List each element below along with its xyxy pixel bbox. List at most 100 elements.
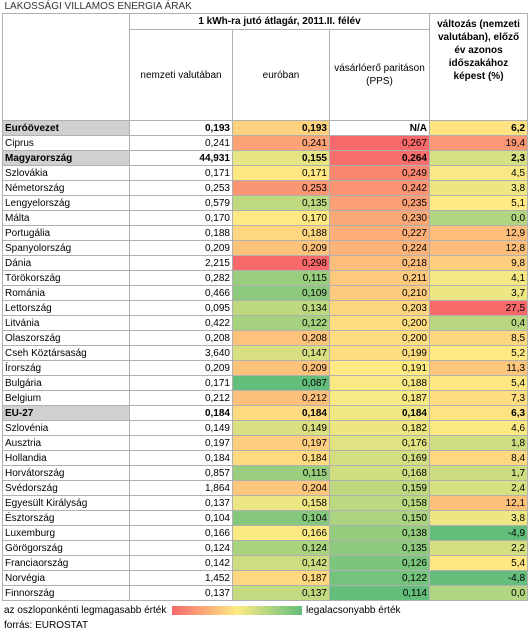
cell: 0,150 bbox=[329, 510, 430, 526]
cell: 0,253 bbox=[232, 180, 330, 196]
cell: 2,4 bbox=[428, 480, 528, 496]
cell: Finnország bbox=[2, 585, 130, 601]
cell: 0,166 bbox=[232, 525, 330, 541]
table-row: Bulgária 0,171 0,087 0,188 5,4 bbox=[2, 375, 528, 391]
cell: 0,209 bbox=[129, 360, 233, 376]
cell: 0,114 bbox=[329, 585, 430, 601]
cell: 0,158 bbox=[232, 495, 330, 511]
cell: 0,188 bbox=[232, 225, 330, 241]
table-row: Írország 0,209 0,209 0,191 11,3 bbox=[2, 360, 528, 376]
cell: 5,4 bbox=[428, 555, 528, 571]
cell: 0,135 bbox=[232, 195, 330, 211]
cell: 0,170 bbox=[232, 210, 330, 226]
cell: Németország bbox=[2, 180, 130, 196]
cell: Törökország bbox=[2, 270, 130, 286]
cell: 0,203 bbox=[329, 300, 430, 316]
cell: 0,210 bbox=[329, 285, 430, 301]
cell: Szlovénia bbox=[2, 420, 130, 436]
cell: 0,209 bbox=[232, 240, 330, 256]
cell: 0,224 bbox=[329, 240, 430, 256]
cell: Málta bbox=[2, 210, 130, 226]
table-row: Litvánia 0,422 0,122 0,200 0,4 bbox=[2, 315, 528, 331]
cell: 0,191 bbox=[329, 360, 430, 376]
table-row: Finnország 0,137 0,137 0,114 0,0 bbox=[2, 585, 528, 601]
cell: 0,176 bbox=[329, 435, 430, 451]
cell: 0,264 bbox=[329, 150, 430, 166]
table-row: Portugália 0,188 0,188 0,227 12,9 bbox=[2, 225, 528, 241]
cell: 9,8 bbox=[428, 255, 528, 271]
table-row: Ciprus 0,241 0,241 0,267 19,4 bbox=[2, 135, 528, 151]
cell: 0,209 bbox=[129, 240, 233, 256]
cell: Svédország bbox=[2, 480, 130, 496]
cell: 0,227 bbox=[329, 225, 430, 241]
table-row: Olaszország 0,208 0,208 0,200 8,5 bbox=[2, 330, 528, 346]
cell: Olaszország bbox=[2, 330, 130, 346]
cell: 0,282 bbox=[129, 270, 233, 286]
cell: 0,212 bbox=[129, 390, 233, 406]
cell: 0,184 bbox=[232, 405, 330, 421]
cell: Írország bbox=[2, 360, 130, 376]
table-row: Luxemburg 0,166 0,166 0,138 -4,9 bbox=[2, 525, 528, 541]
cell: Egyesült Királyság bbox=[2, 495, 130, 511]
cell: 0,235 bbox=[329, 195, 430, 211]
cell: 0,142 bbox=[232, 555, 330, 571]
cell: -4,8 bbox=[428, 570, 528, 586]
cell: 0,095 bbox=[129, 300, 233, 316]
cell: 12,9 bbox=[428, 225, 528, 241]
cell: 6,2 bbox=[428, 120, 528, 136]
cell: 0,138 bbox=[329, 525, 430, 541]
cell: 6,3 bbox=[428, 405, 528, 421]
table-row: Svédország 1,864 0,204 0,159 2,4 bbox=[2, 480, 528, 496]
table-row: Görögország 0,124 0,124 0,135 2,2 bbox=[2, 540, 528, 556]
cell: 0,204 bbox=[232, 480, 330, 496]
cell: 5,4 bbox=[428, 375, 528, 391]
cell: 0,579 bbox=[129, 195, 233, 211]
cell: 1,864 bbox=[129, 480, 233, 496]
cell: 0,241 bbox=[232, 135, 330, 151]
table-row: Belgium 0,212 0,212 0,187 7,3 bbox=[2, 390, 528, 406]
table-row: Norvégia 1,452 0,187 0,122 -4,8 bbox=[2, 570, 528, 586]
cell: 5,2 bbox=[428, 345, 528, 361]
cell: 0,249 bbox=[329, 165, 430, 181]
cell: 19,4 bbox=[428, 135, 528, 151]
table-row: Szlovákia 0,171 0,171 0,249 4,5 bbox=[2, 165, 528, 181]
table-row: Cseh Köztársaság 3,640 0,147 0,199 5,2 bbox=[2, 345, 528, 361]
table-row: Egyesült Királyság 0,137 0,158 0,158 12,1 bbox=[2, 495, 528, 511]
cell: Ausztria bbox=[2, 435, 130, 451]
cell: 44,931 bbox=[129, 150, 233, 166]
cell: 0,184 bbox=[329, 405, 430, 421]
cell: 0,188 bbox=[129, 225, 233, 241]
legend-high: az oszloponkénti legmagasabb érték bbox=[4, 605, 167, 616]
table-row: Lettország 0,095 0,134 0,203 27,5 bbox=[2, 300, 528, 316]
price-table: LAKOSSÁGI VILLAMOS ENERGIA ÁRAK 1 kWh-ra… bbox=[2, 0, 528, 601]
corner-cell bbox=[2, 13, 130, 121]
cell: 0,122 bbox=[232, 315, 330, 331]
cell: 0,200 bbox=[329, 315, 430, 331]
cell: 12,8 bbox=[428, 240, 528, 256]
cell: 3,640 bbox=[129, 345, 233, 361]
column-header: euróban bbox=[232, 29, 330, 121]
cell: Luxemburg bbox=[2, 525, 130, 541]
cell: 4,5 bbox=[428, 165, 528, 181]
cell: 2,215 bbox=[129, 255, 233, 271]
table-row: Törökország 0,282 0,115 0,211 4,1 bbox=[2, 270, 528, 286]
cell: 0,422 bbox=[129, 315, 233, 331]
table-row: Euróövezet 0,193 0,193 N/A 6,2 bbox=[2, 120, 528, 136]
cell: 0,135 bbox=[329, 540, 430, 556]
table-row: Lengyelország 0,579 0,135 0,235 5,1 bbox=[2, 195, 528, 211]
cell: 0,200 bbox=[329, 330, 430, 346]
cell: Norvégia bbox=[2, 570, 130, 586]
table-row: Málta 0,170 0,170 0,230 0,0 bbox=[2, 210, 528, 226]
cell: 0,115 bbox=[232, 270, 330, 286]
cell: 4,6 bbox=[428, 420, 528, 436]
cell: Bulgária bbox=[2, 375, 130, 391]
cell: Görögország bbox=[2, 540, 130, 556]
cell: 0,147 bbox=[232, 345, 330, 361]
cell: 0,166 bbox=[129, 525, 233, 541]
cell: 0,208 bbox=[129, 330, 233, 346]
cell: 0,211 bbox=[329, 270, 430, 286]
cell: 7,3 bbox=[428, 390, 528, 406]
cell: 0,168 bbox=[329, 465, 430, 481]
cell: 0,184 bbox=[232, 450, 330, 466]
cell: Dánia bbox=[2, 255, 130, 271]
